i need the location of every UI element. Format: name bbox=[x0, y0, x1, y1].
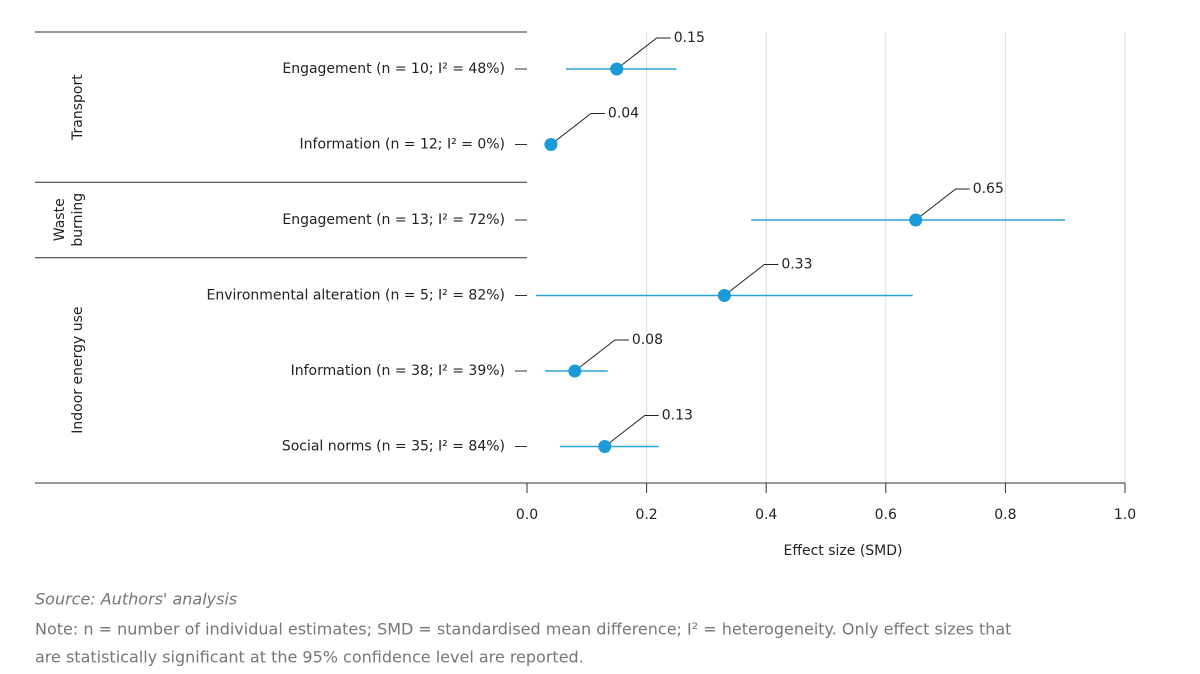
label-leader bbox=[616, 37, 671, 70]
group-label: Indoor energy use bbox=[70, 307, 86, 434]
value-label: 0.33 bbox=[781, 257, 812, 273]
value-label: 0.13 bbox=[662, 408, 693, 424]
label-leader bbox=[604, 415, 659, 447]
value-label: 0.65 bbox=[973, 181, 1004, 197]
x-tick-label: 0.0 bbox=[516, 507, 538, 523]
x-tick-label: 0.6 bbox=[875, 507, 897, 523]
label-leader bbox=[915, 188, 970, 221]
x-tick-label: 0.2 bbox=[635, 507, 657, 523]
category-label: Information (n = 12; I² = 0%) bbox=[300, 137, 505, 153]
value-label: 0.08 bbox=[632, 332, 663, 348]
label-leader bbox=[550, 113, 605, 145]
label-leader bbox=[574, 339, 629, 372]
source: Source: Authors' analysis bbox=[35, 590, 237, 609]
category-label: Engagement (n = 10; I² = 48%) bbox=[282, 61, 505, 77]
category-label: Information (n = 38; I² = 39%) bbox=[291, 363, 505, 379]
category-label: Engagement (n = 13; I² = 72%) bbox=[282, 212, 505, 228]
point bbox=[598, 440, 612, 453]
point bbox=[717, 289, 731, 302]
group-label: burning bbox=[70, 193, 86, 247]
group-label: Waste bbox=[52, 198, 68, 241]
x-axis-label: Effect size (SMD) bbox=[783, 543, 902, 559]
label-leader bbox=[724, 264, 779, 296]
category-label: Social norms (n = 35; I² = 84%) bbox=[282, 439, 505, 455]
point bbox=[568, 364, 582, 378]
point bbox=[544, 138, 558, 151]
note: Note: n = number of individual estimates… bbox=[35, 620, 1011, 639]
x-tick-label: 0.4 bbox=[755, 507, 777, 523]
note: are statistically significant at the 95%… bbox=[35, 648, 584, 667]
x-tick-label: 0.8 bbox=[994, 507, 1016, 523]
point bbox=[610, 62, 624, 76]
value-label: 0.04 bbox=[608, 106, 639, 122]
category-label: Environmental alteration (n = 5; I² = 82… bbox=[207, 288, 505, 304]
value-label: 0.15 bbox=[674, 30, 705, 46]
point bbox=[909, 213, 923, 227]
group-label: Transport bbox=[70, 74, 86, 141]
x-tick-label: 1.0 bbox=[1114, 507, 1136, 523]
